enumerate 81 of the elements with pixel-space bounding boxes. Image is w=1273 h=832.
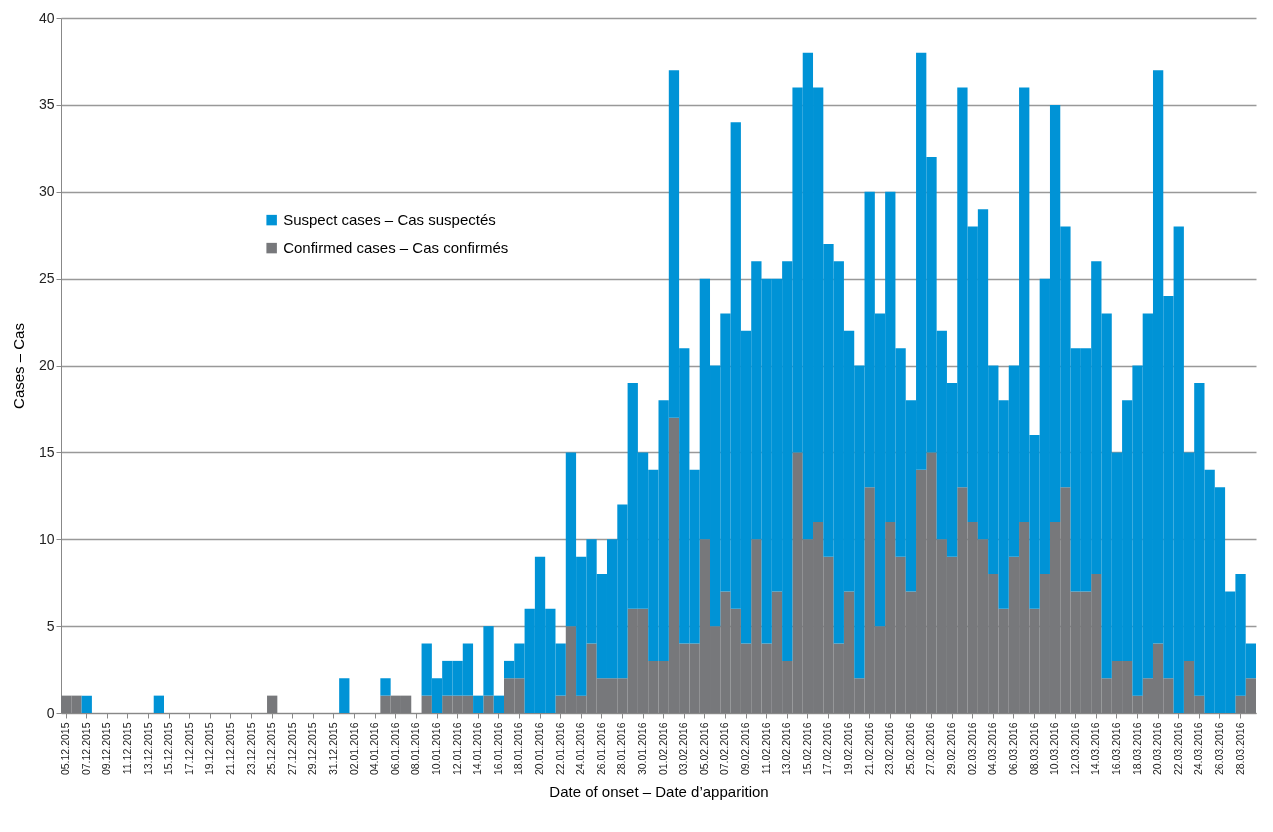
y-tick-label: 20 bbox=[38, 357, 55, 373]
x-tick-label: 01.02.2016 bbox=[656, 722, 669, 776]
x-tick-label: 22.01.2016 bbox=[553, 722, 566, 776]
bar bbox=[339, 678, 350, 713]
x-tick-label: 25.02.2016 bbox=[903, 722, 916, 776]
x-tick-label: 08.03.2016 bbox=[1027, 722, 1040, 776]
x-tick-label: 06.01.2016 bbox=[388, 722, 401, 776]
y-tick-label: 0 bbox=[46, 704, 55, 721]
x-tick-label: 14.01.2016 bbox=[471, 722, 484, 776]
x-tick-label: 26.01.2016 bbox=[594, 722, 607, 776]
x-tick-label: 10.01.2016 bbox=[430, 722, 443, 776]
x-tick-label: 17.02.2016 bbox=[821, 722, 834, 776]
x-tick-label: 06.03.2016 bbox=[1006, 722, 1019, 776]
x-tick-label: 16.01.2016 bbox=[491, 722, 504, 776]
x-axis-title: Date of onset – Date d’apparition bbox=[549, 783, 769, 801]
x-tick-label: 02.01.2016 bbox=[347, 722, 360, 776]
x-tick-label: 18.01.2016 bbox=[512, 722, 525, 776]
x-tick-label: 04.01.2016 bbox=[368, 722, 381, 776]
x-tick-label: 21.02.2016 bbox=[862, 722, 875, 776]
x-tick-label: 28.01.2016 bbox=[615, 722, 628, 776]
x-tick-label: 20.01.2016 bbox=[533, 722, 546, 776]
x-tick-label: 16.03.2016 bbox=[1109, 722, 1122, 776]
x-tick-label: 04.03.2016 bbox=[986, 722, 999, 776]
x-tick-label: 22.03.2016 bbox=[1171, 722, 1184, 776]
x-tick-label: 03.02.2016 bbox=[677, 722, 690, 776]
x-tick-label: 11.12.2015 bbox=[120, 722, 133, 775]
x-tick-label: 24.03.2016 bbox=[1192, 722, 1205, 776]
bar bbox=[153, 695, 165, 713]
bar bbox=[483, 695, 494, 713]
x-tick-label: 27.12.2015 bbox=[285, 722, 298, 776]
x-tick-label: 26.03.2016 bbox=[1212, 722, 1225, 776]
x-tick-label: 20.03.2016 bbox=[1151, 722, 1164, 776]
x-tick-label: 25.12.2015 bbox=[265, 722, 278, 776]
x-tick-label: 09.02.2016 bbox=[739, 722, 752, 776]
bar bbox=[483, 626, 494, 696]
x-tick-label: 14.03.2016 bbox=[1089, 722, 1102, 776]
x-tick-label: 23.02.2016 bbox=[883, 722, 896, 776]
y-axis-title: Cases – Cas bbox=[9, 323, 27, 409]
bar bbox=[473, 695, 484, 713]
x-tick-label: 15.02.2016 bbox=[800, 722, 813, 776]
legend-label: Confirmed cases – Cas confirmés bbox=[283, 239, 509, 257]
x-tick-label: 19.12.2015 bbox=[203, 722, 216, 776]
x-tick-label: 15.12.2015 bbox=[162, 722, 175, 776]
x-tick-label: 07.12.2015 bbox=[79, 722, 92, 776]
x-tick-label: 21.12.2015 bbox=[223, 722, 236, 776]
x-tick-label: 24.01.2016 bbox=[574, 722, 587, 776]
bar bbox=[267, 695, 278, 713]
y-tick-label: 25 bbox=[38, 270, 55, 287]
x-tick-label: 05.12.2015 bbox=[59, 722, 72, 776]
bar bbox=[81, 695, 92, 713]
x-tick-label: 10.03.2016 bbox=[1048, 722, 1061, 776]
x-tick-label: 05.02.2016 bbox=[697, 722, 710, 776]
y-tick-label: 30 bbox=[38, 183, 55, 200]
x-tick-label: 13.02.2016 bbox=[780, 722, 793, 776]
x-tick-label: 12.01.2016 bbox=[450, 722, 463, 776]
x-tick-label: 09.12.2015 bbox=[100, 722, 113, 776]
x-tick-label: 17.12.2015 bbox=[182, 722, 195, 776]
x-tick-label: 29.12.2015 bbox=[306, 722, 319, 776]
bar bbox=[493, 695, 504, 713]
x-tick-label: 12.03.2016 bbox=[1068, 722, 1081, 776]
y-tick-label: 35 bbox=[38, 96, 55, 113]
x-tick-label: 30.01.2016 bbox=[636, 722, 649, 776]
x-tick-label: 23.12.2015 bbox=[244, 722, 257, 776]
x-tick-label: 02.03.2016 bbox=[965, 722, 978, 776]
x-tick-label: 08.01.2016 bbox=[409, 722, 422, 776]
x-tick-label: 18.03.2016 bbox=[1130, 722, 1143, 776]
y-tick-label: 15 bbox=[38, 443, 55, 460]
x-tick-label: 19.02.2016 bbox=[842, 722, 855, 776]
x-tick-label: 28.03.2016 bbox=[1233, 722, 1246, 776]
x-tick-label: 31.12.2015 bbox=[327, 722, 339, 776]
y-tick-label: 40 bbox=[38, 9, 55, 26]
x-tick-label: 07.02.2016 bbox=[718, 722, 731, 776]
x-tick-label: 27.02.2016 bbox=[924, 722, 937, 776]
y-tick-label: 5 bbox=[46, 617, 55, 634]
x-tick-label: 29.02.2016 bbox=[945, 722, 958, 776]
x-tick-label: 11.02.2016 bbox=[759, 722, 772, 775]
y-tick-label: 10 bbox=[38, 530, 55, 547]
bar bbox=[421, 695, 432, 713]
x-tick-label: 13.12.2015 bbox=[141, 722, 154, 776]
bar bbox=[380, 678, 391, 696]
legend-label: Suspect cases – Cas suspectés bbox=[283, 211, 496, 229]
